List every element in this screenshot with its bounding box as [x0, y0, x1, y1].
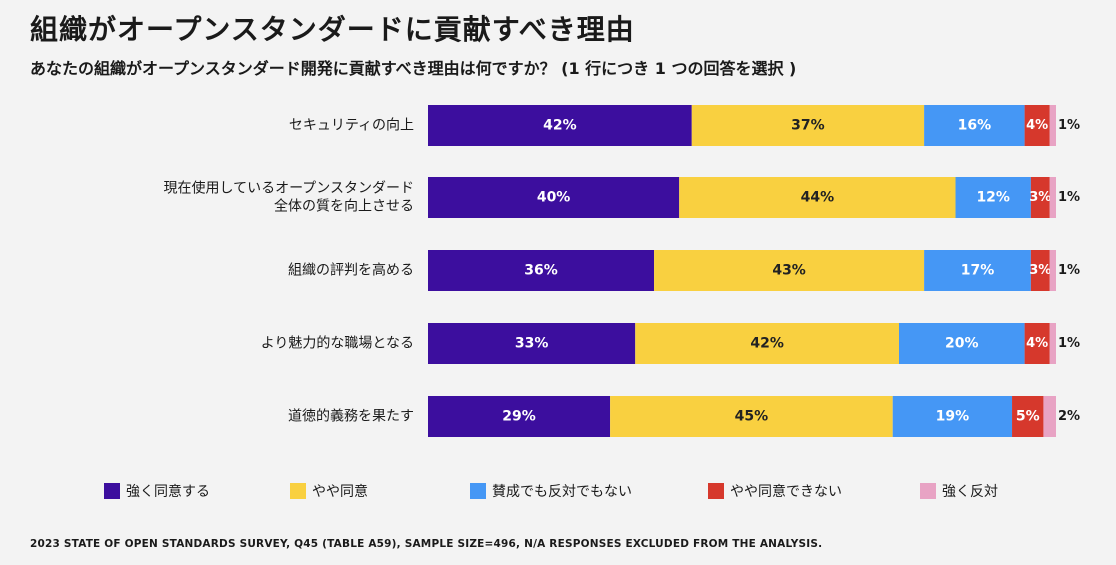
data-label: 16%: [958, 118, 992, 134]
bar-segment: [1024, 323, 1050, 364]
legend-item: 強く同意する: [104, 480, 210, 502]
bar-segment: [1024, 105, 1050, 146]
bar-segment: [1012, 396, 1044, 437]
data-label: 40%: [537, 190, 571, 206]
page-title: 組織がオープンスタンダードに貢献すべき理由: [30, 13, 635, 46]
bar-segment: [899, 323, 1025, 364]
data-label: 45%: [735, 409, 769, 425]
data-label: 36%: [524, 263, 558, 279]
legend-label: やや同意: [312, 484, 368, 500]
data-label: 12%: [976, 190, 1010, 206]
bar-segment: [679, 177, 956, 218]
legend-item: 賛成でも反対でもない: [470, 480, 632, 502]
legend-swatch: [290, 483, 306, 499]
bar-segment: [892, 396, 1013, 437]
legend-swatch: [104, 483, 120, 499]
bar-segment: [428, 105, 692, 146]
data-label: 33%: [515, 336, 549, 352]
bar-segment: [1049, 105, 1056, 146]
bar-segment: [691, 105, 925, 146]
bar-segment: [610, 396, 893, 437]
legend-swatch: [470, 483, 486, 499]
data-label: 29%: [502, 409, 536, 425]
data-label: 5%: [1016, 409, 1040, 425]
data-label: 1%: [1058, 190, 1080, 205]
bar-segment: [428, 177, 680, 218]
legend-label: 強く同意する: [126, 484, 210, 500]
legend-item: やや同意できない: [708, 480, 842, 502]
bar-segment: [924, 250, 1031, 291]
data-label: 1%: [1058, 263, 1080, 278]
legend-label: 強く反対: [942, 484, 998, 500]
data-label: 17%: [961, 263, 995, 279]
bar-segment: [428, 396, 611, 437]
bar-segment: [1043, 396, 1056, 437]
legend-swatch: [708, 483, 724, 499]
chart-legend: 強く同意する やや同意 賛成でも反対でもない やや同意できない 強く反対: [104, 480, 1064, 502]
bar-segment: [654, 250, 925, 291]
data-label: 20%: [945, 336, 979, 352]
bar-segment: [1049, 323, 1056, 364]
data-label: 1%: [1058, 118, 1080, 133]
data-label: 42%: [543, 118, 577, 134]
bar-segment: [428, 323, 636, 364]
legend-item: やや同意: [290, 480, 368, 502]
data-label: 42%: [750, 336, 784, 352]
bar-segment: [924, 105, 1025, 146]
data-label: 19%: [936, 409, 970, 425]
data-label: 2%: [1058, 409, 1080, 424]
bar-segment: [635, 323, 899, 364]
bar-segment: [1049, 250, 1056, 291]
data-label: 4%: [1026, 336, 1048, 351]
bar-segment: [428, 250, 655, 291]
legend-label: 賛成でも反対でもない: [492, 484, 632, 500]
category-label: 道徳的義務を果たす: [288, 408, 414, 425]
data-label: 43%: [772, 263, 806, 279]
data-label: 37%: [791, 118, 825, 134]
footnote: 2023 STATE OF OPEN STANDARDS SURVEY, Q45…: [30, 538, 823, 550]
category-label: より魅力的な職場となる: [261, 336, 414, 352]
category-label: セキュリティの向上: [289, 118, 414, 134]
chart-subtitle: あなたの組織がオープンスタンダード開発に貢献すべき理由は何ですか？ (1 行につ…: [30, 59, 797, 78]
data-label: 1%: [1058, 336, 1080, 351]
bar-segment: [1030, 250, 1050, 291]
data-label: 44%: [801, 190, 835, 206]
bar-segment: [1030, 177, 1050, 218]
stacked-bar-chart: セキュリティの向上 42% 37% 16% 4% 1% 現在使用しているオープンスタンダード…: [164, 105, 1080, 437]
category-label: 組織の評判を高める: [288, 262, 414, 279]
data-label: 3%: [1029, 190, 1051, 205]
data-label: 4%: [1026, 118, 1048, 133]
legend-swatch: [920, 483, 936, 499]
category-label: 現在使用しているオープンスタンダード: [164, 180, 414, 197]
category-label: 全体の質を向上させる: [274, 198, 414, 215]
bar-segment: [1049, 177, 1056, 218]
legend-label: やや同意できない: [730, 484, 842, 500]
bar-segment: [955, 177, 1031, 218]
data-label: 3%: [1029, 263, 1051, 278]
legend-item: 強く反対: [920, 480, 998, 502]
